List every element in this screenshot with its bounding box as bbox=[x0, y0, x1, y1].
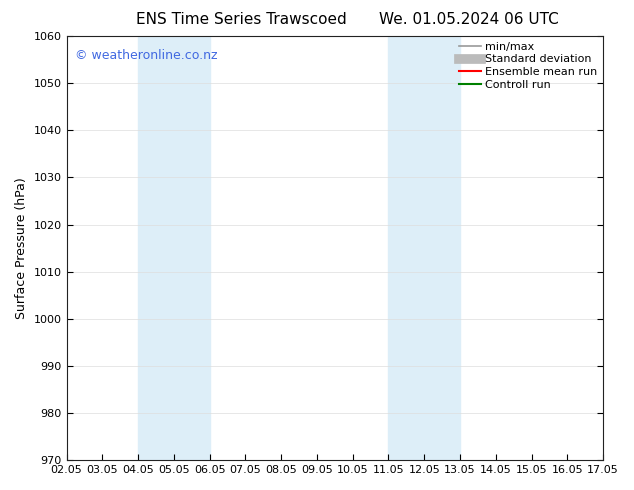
Bar bbox=[389, 36, 460, 460]
Text: We. 01.05.2024 06 UTC: We. 01.05.2024 06 UTC bbox=[379, 12, 559, 27]
Legend: min/max, Standard deviation, Ensemble mean run, Controll run: min/max, Standard deviation, Ensemble me… bbox=[458, 42, 598, 90]
Bar bbox=[138, 36, 210, 460]
Text: © weatheronline.co.nz: © weatheronline.co.nz bbox=[75, 49, 217, 62]
Text: ENS Time Series Trawscoed: ENS Time Series Trawscoed bbox=[136, 12, 346, 27]
Y-axis label: Surface Pressure (hPa): Surface Pressure (hPa) bbox=[15, 177, 28, 319]
